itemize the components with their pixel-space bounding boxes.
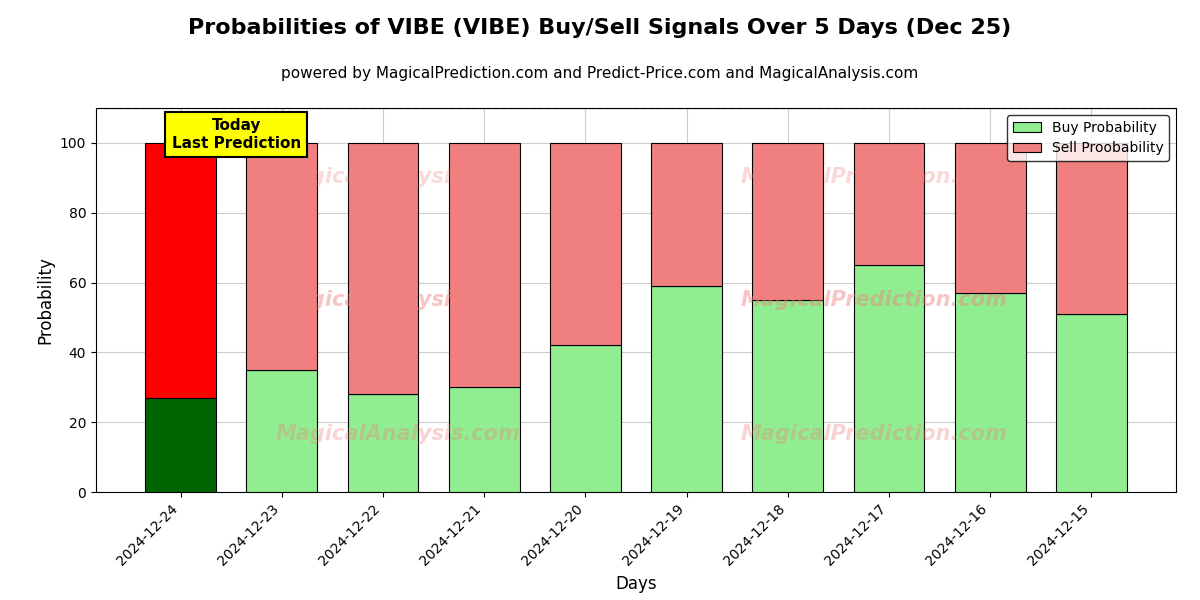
Bar [752, 300, 823, 492]
Bar [853, 143, 924, 265]
Bar [955, 143, 1026, 293]
Text: MagicalAnalysis.com: MagicalAnalysis.com [276, 290, 521, 310]
Bar [1056, 314, 1127, 492]
Text: MagicalAnalysis.com: MagicalAnalysis.com [276, 424, 521, 445]
Bar [652, 143, 722, 286]
Text: MagicalPrediction.com: MagicalPrediction.com [740, 167, 1007, 187]
Text: Today
Last Prediction: Today Last Prediction [172, 118, 301, 151]
Y-axis label: Probability: Probability [36, 256, 54, 344]
Bar [246, 370, 317, 492]
Bar [955, 293, 1026, 492]
Text: powered by MagicalPrediction.com and Predict-Price.com and MagicalAnalysis.com: powered by MagicalPrediction.com and Pre… [281, 66, 919, 81]
Bar [652, 286, 722, 492]
Bar [449, 143, 520, 387]
Bar [145, 143, 216, 398]
Text: Probabilities of VIBE (VIBE) Buy/Sell Signals Over 5 Days (Dec 25): Probabilities of VIBE (VIBE) Buy/Sell Si… [188, 18, 1012, 38]
Bar [348, 394, 419, 492]
X-axis label: Days: Days [616, 575, 656, 593]
Legend: Buy Probability, Sell Proobability: Buy Probability, Sell Proobability [1007, 115, 1169, 161]
Text: MagicalPrediction.com: MagicalPrediction.com [740, 290, 1007, 310]
Text: MagicalPrediction.com: MagicalPrediction.com [740, 424, 1007, 445]
Bar [145, 398, 216, 492]
Bar [449, 387, 520, 492]
Bar [752, 143, 823, 300]
Bar [348, 143, 419, 394]
Bar [550, 143, 620, 346]
Text: MagicalAnalysis.com: MagicalAnalysis.com [276, 167, 521, 187]
Bar [246, 143, 317, 370]
Bar [550, 346, 620, 492]
Bar [1056, 143, 1127, 314]
Bar [853, 265, 924, 492]
